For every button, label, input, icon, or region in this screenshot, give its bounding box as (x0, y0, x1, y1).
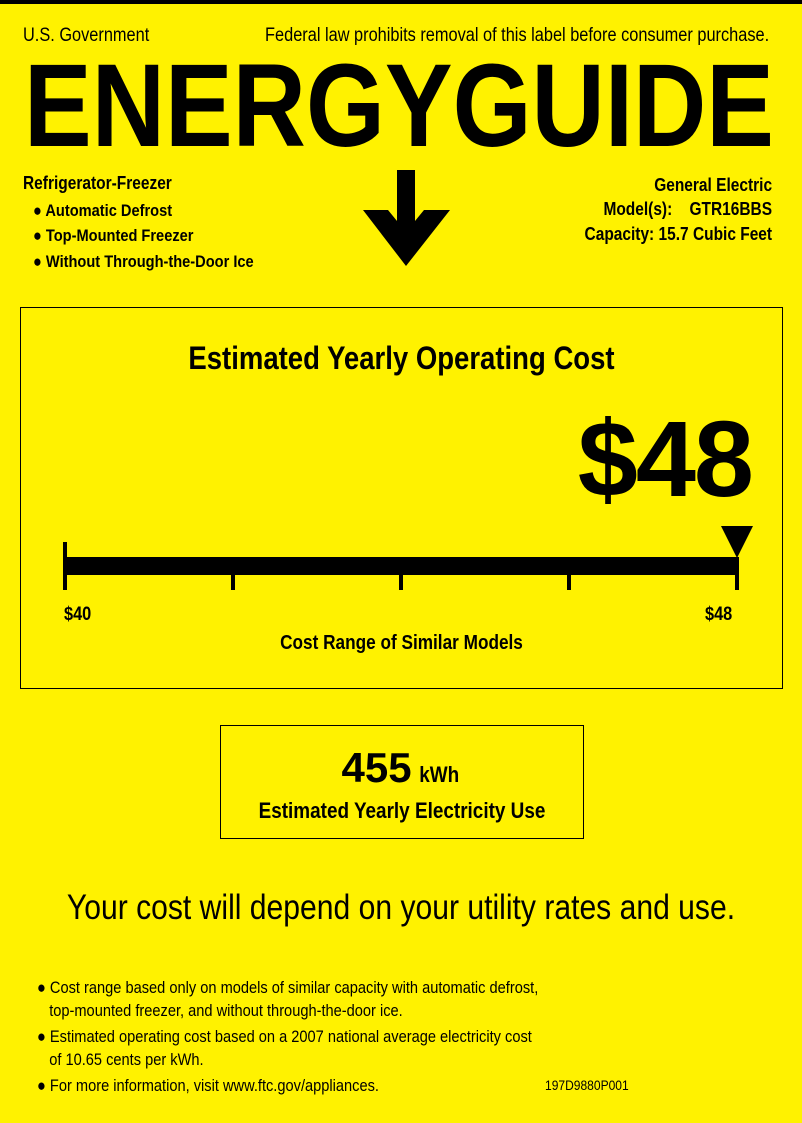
energyguide-title: ENERGYGUIDE (24, 60, 774, 172)
footnote-1: ● Cost range based only on models of sim… (37, 978, 539, 1020)
product-type: Refrigerator-Freezer (23, 173, 172, 193)
range-max-label: $48 (705, 604, 733, 625)
range-min-label: $40 (64, 604, 92, 625)
scale-tick (735, 557, 739, 590)
model: Model(s): GTR16BBS (603, 199, 772, 219)
electricity-value: 455 kWh (341, 744, 460, 791)
operating-cost-title: Estimated Yearly Operating Cost (188, 340, 615, 376)
top-border (0, 0, 802, 4)
feature-1: ● Automatic Defrost (33, 201, 173, 220)
scale-tick (63, 542, 67, 590)
operating-cost-value: $48 (577, 398, 754, 519)
footnote-2: ● Estimated operating cost based on a 20… (37, 1027, 532, 1069)
energyguide-logo: ENERGYGUIDE (24, 60, 774, 266)
removal-notice: Federal law prohibits removal of this la… (264, 25, 769, 46)
arrow-stem (397, 170, 415, 240)
scale-tick (399, 557, 403, 590)
cost-statement: Your cost will depend on your utility ra… (66, 888, 736, 927)
electricity-caption: Estimated Yearly Electricity Use (258, 798, 546, 823)
scale-tick (231, 557, 235, 590)
us-government-label: U.S. Government (23, 25, 150, 46)
down-arrow-icon (363, 210, 450, 266)
operating-cost-box: Estimated Yearly Operating Cost $48 $40 … (20, 307, 783, 689)
scale-tick (567, 557, 571, 590)
brand: General Electric (654, 175, 772, 195)
footnote-3: ● For more information, visit www.ftc.go… (37, 1076, 379, 1095)
feature-3: ● Without Through-the-Door Ice (33, 252, 254, 271)
cost-range-scale (63, 526, 753, 590)
feature-2: ● Top-Mounted Freezer (33, 226, 194, 245)
range-caption: Cost Range of Similar Models (280, 632, 523, 654)
cost-marker-icon (721, 526, 753, 558)
electricity-use-box: 455 kWh Estimated Yearly Electricity Use (220, 725, 584, 839)
capacity: Capacity: 15.7 Cubic Feet (584, 224, 772, 244)
label-code: 197D9880P001 (545, 1077, 629, 1093)
